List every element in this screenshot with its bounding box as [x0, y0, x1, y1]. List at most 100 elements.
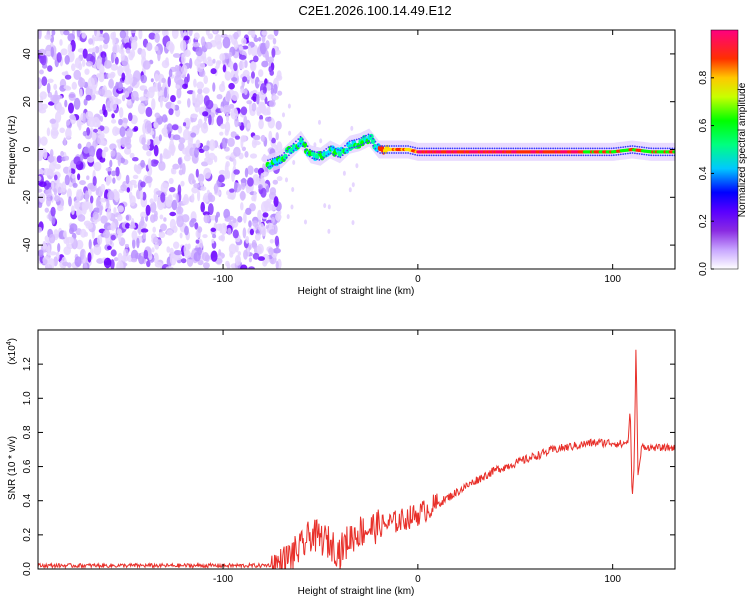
- noise-speckle: [115, 166, 120, 177]
- ridge-edge: [302, 145, 304, 148]
- noise-speckle: [276, 70, 282, 79]
- ridge-edge: [327, 146, 330, 149]
- noise-speckle: [68, 102, 74, 114]
- noise-speckle: [101, 150, 106, 159]
- noise-speckle: [275, 120, 282, 130]
- noise-speckle: [271, 47, 276, 58]
- noise-speckle: [183, 35, 190, 41]
- noise-speckle: [84, 190, 89, 202]
- noise-speckle: [159, 214, 164, 220]
- noise-speckle: [184, 49, 191, 57]
- noise-speckle: [251, 195, 256, 202]
- noise-speckle: [171, 124, 179, 131]
- ridge-edge: [631, 145, 634, 147]
- noise-speckle: [258, 69, 264, 77]
- noise-speckle: [108, 78, 114, 89]
- ridge-edge: [580, 147, 582, 150]
- noise-speckle: [70, 236, 74, 244]
- noise-speckle: [243, 211, 247, 224]
- noise-speckle: [46, 82, 51, 94]
- noise-speckle: [213, 103, 218, 109]
- noise-speckle: [93, 128, 98, 133]
- noise-speckle: [117, 81, 123, 92]
- ridge-edge: [316, 158, 318, 161]
- ridge-edge: [587, 147, 589, 150]
- noise-speckle: [231, 90, 239, 102]
- noise-speckle: [121, 72, 126, 82]
- noise-speckle: [119, 107, 124, 119]
- noise-speckle: [213, 30, 218, 34]
- noise-speckle: [64, 74, 72, 80]
- ridge-edge: [288, 154, 290, 157]
- ridge-edge: [645, 153, 648, 156]
- noise-speckle: [228, 82, 235, 90]
- noise-speckle: [38, 30, 42, 40]
- snr-y-tick-label: 0.8: [22, 425, 33, 439]
- noise-speckle: [120, 136, 128, 148]
- noise-speckle: [228, 243, 237, 255]
- noise-speckle: [203, 75, 208, 85]
- ridge-edge: [563, 154, 566, 157]
- ridge-edge: [629, 145, 632, 148]
- noise-speckle: [232, 217, 237, 224]
- noise-speckle: [327, 204, 331, 210]
- ridge-edge: [470, 147, 473, 150]
- ridge-edge: [367, 140, 370, 143]
- noise-speckle: [147, 158, 152, 170]
- noise-speckle: [141, 137, 146, 146]
- ridge-edge: [662, 147, 664, 150]
- noise-speckle: [351, 182, 355, 188]
- ridge-edge: [538, 147, 540, 150]
- noise-speckle: [234, 117, 239, 128]
- ridge-edge: [519, 147, 522, 150]
- noise-speckle: [67, 262, 72, 268]
- noise-speckle: [319, 138, 323, 144]
- noise-speckle: [128, 112, 133, 122]
- ridge-edge: [365, 134, 367, 137]
- noise-speckle: [146, 42, 153, 52]
- ridge-edge: [334, 147, 337, 150]
- ridge-edge: [601, 154, 603, 157]
- noise-speckle: [133, 126, 139, 132]
- ridge-edge: [311, 150, 314, 153]
- ridge-edge: [402, 152, 405, 154]
- snr-x-label: Height of straight line (km): [298, 586, 415, 597]
- ridge-edge: [360, 144, 363, 146]
- ridge-edge: [346, 149, 349, 152]
- ridge-edge: [587, 154, 589, 157]
- noise-speckle: [151, 247, 155, 253]
- noise-speckle: [103, 43, 109, 50]
- noise-speckle: [51, 214, 56, 225]
- noise-speckle: [38, 107, 47, 114]
- noise-speckle: [154, 112, 161, 119]
- ridge-edge: [454, 147, 456, 150]
- noise-speckle: [169, 218, 176, 230]
- ridge-edge: [486, 154, 489, 157]
- ridge-edge: [418, 154, 421, 157]
- ridge-edge: [671, 154, 674, 157]
- noise-speckle: [257, 209, 262, 220]
- ridge-edge: [493, 154, 496, 157]
- ridge-edge: [376, 143, 379, 146]
- ridge-edge: [510, 154, 512, 157]
- noise-speckle: [137, 102, 146, 115]
- noise-speckle: [62, 261, 69, 267]
- noise-speckle: [172, 53, 181, 58]
- ridge-edge: [318, 159, 321, 161]
- ridge-edge: [362, 135, 365, 138]
- ridge-edge: [295, 140, 297, 143]
- noise-speckle: [71, 63, 76, 72]
- noise-speckle: [125, 47, 131, 54]
- noise-speckle: [175, 193, 179, 204]
- noise-speckle: [174, 74, 182, 85]
- noise-speckle: [51, 30, 56, 36]
- noise-speckle: [174, 254, 182, 261]
- ridge-edge: [267, 166, 269, 169]
- noise-speckle: [237, 216, 243, 223]
- ridge-edge: [664, 147, 667, 150]
- noise-speckle: [53, 188, 58, 196]
- ridge-edge: [493, 147, 496, 150]
- noise-speckle: [161, 114, 168, 123]
- noise-speckle: [54, 195, 61, 202]
- colorbar-tick-label: 0.6: [698, 118, 709, 132]
